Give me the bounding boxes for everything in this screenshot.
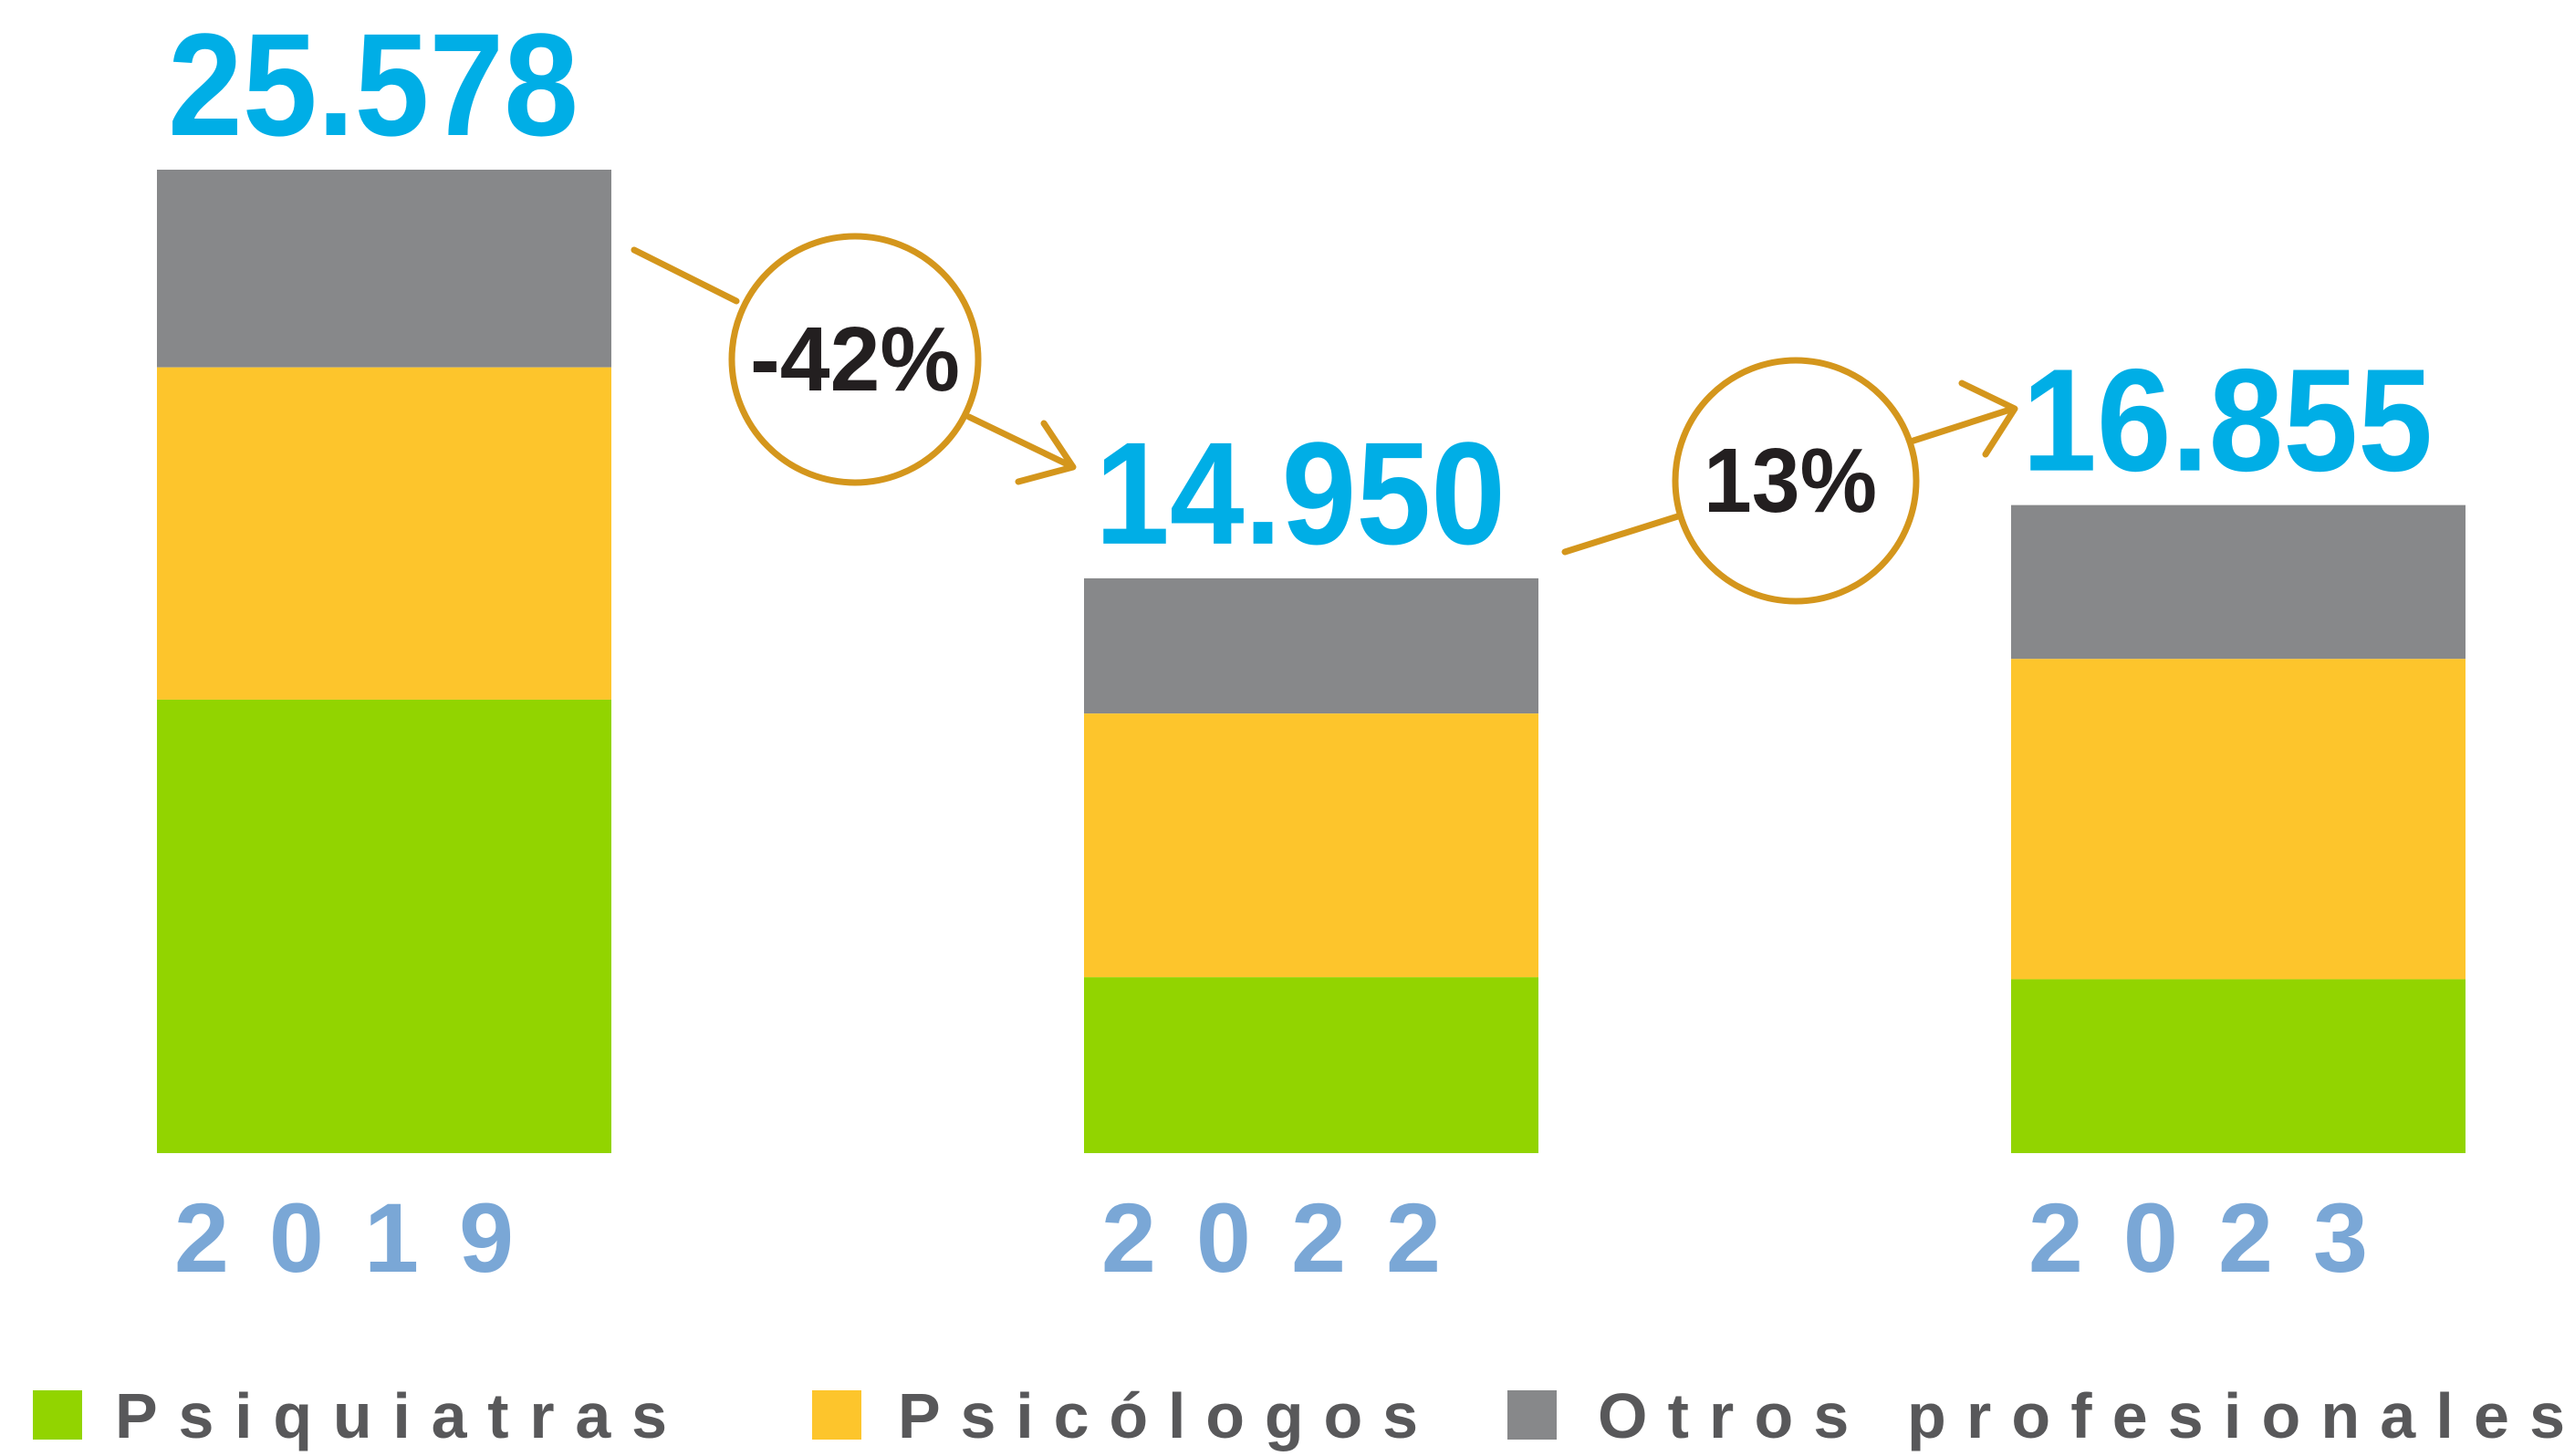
legend-label: Otros profesionales [1598,1380,2565,1451]
change-label: 13% [1704,430,1877,532]
bar-segment [157,170,611,368]
legend-swatch [1507,1390,1557,1440]
bar-segment [157,367,611,700]
arrow-line [965,413,1075,470]
bar-segment [2011,659,2466,980]
change-label: -42% [750,308,960,411]
arrow-line [631,246,740,305]
bar-segment [2011,504,2466,660]
bar-segment [1084,577,1538,714]
total-label: 14.950 [1095,411,1506,575]
bar-segment [157,699,611,1153]
arrow-line [1561,512,1684,556]
legend-swatch [812,1390,861,1440]
x-tick-label: 2022 [1101,1182,1481,1293]
change-circle [728,233,982,486]
legend-swatch [33,1390,82,1440]
legend-label: Psicólogos [898,1380,1418,1451]
bar-segment [2011,979,2466,1153]
arrow-line [1907,405,2017,445]
arrow-head [1958,380,2018,458]
legend-label: Psiquiatras [115,1380,667,1451]
legend: Psiquiatras Psicólogos Otros profesional… [33,1380,2565,1451]
bar-segment [1084,713,1538,978]
total-label: 25.578 [168,3,579,166]
total-label: 16.855 [2022,338,2433,502]
x-tick-label: 2023 [2028,1182,2408,1293]
bar-segment [1084,977,1538,1153]
change-circle [1672,357,1920,605]
change-arrows [631,246,2018,556]
arrow-head [1015,420,1077,485]
x-tick-label: 2019 [174,1182,554,1293]
